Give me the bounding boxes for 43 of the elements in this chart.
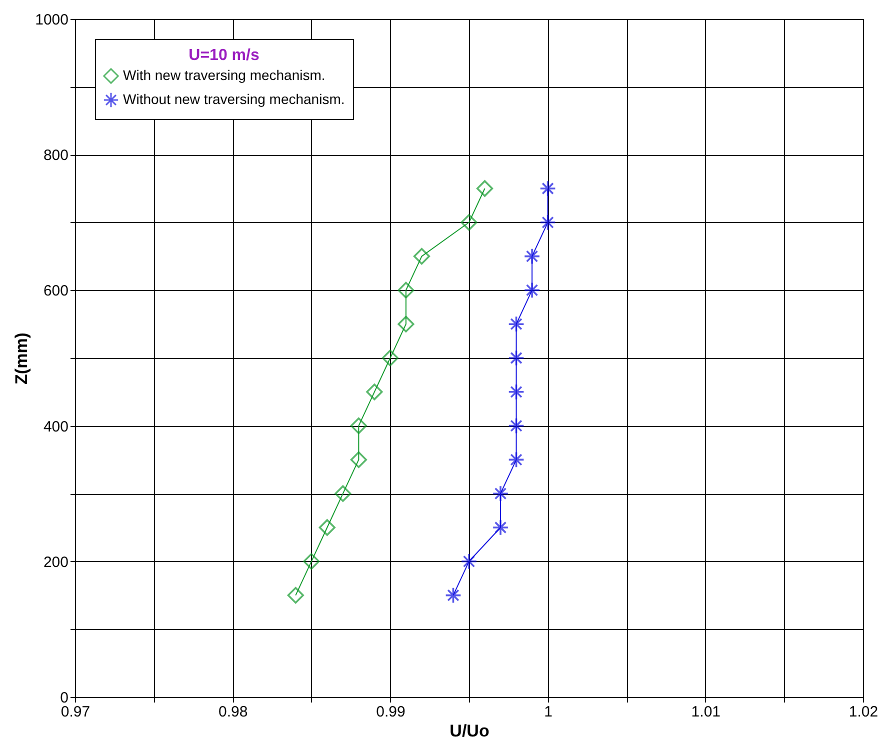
y-axis-title: Z(mm)	[12, 332, 32, 384]
x-axis-title: U/Uo	[450, 722, 490, 740]
point	[350, 451, 367, 468]
point	[413, 248, 430, 265]
point	[539, 180, 556, 197]
x-tick-label: 0.98	[218, 704, 248, 720]
y-tick-label: 0	[60, 690, 68, 706]
point	[524, 282, 540, 299]
point	[508, 350, 525, 366]
point	[398, 316, 414, 332]
point	[508, 316, 525, 332]
point	[334, 485, 352, 502]
point	[398, 282, 414, 299]
point	[460, 553, 478, 570]
point	[303, 553, 320, 570]
point	[492, 485, 509, 502]
point	[508, 384, 525, 400]
point	[460, 214, 478, 231]
point	[366, 384, 383, 400]
x-tick-label: 0.99	[376, 704, 406, 720]
point	[476, 180, 494, 197]
point	[350, 417, 367, 434]
x-tick-label: 1.01	[691, 704, 720, 720]
x-tick-label: 1.02	[848, 704, 878, 720]
point	[444, 586, 462, 604]
point	[508, 417, 525, 434]
legend-label: With new traversing mechanism.	[123, 67, 326, 83]
point	[524, 248, 540, 265]
legend-title: U=10 m/s	[188, 47, 260, 64]
point	[492, 519, 509, 536]
x-tick-label: 0.97	[60, 704, 90, 720]
point	[287, 586, 304, 604]
point	[318, 519, 336, 536]
point	[508, 451, 525, 468]
y-tick-label: 400	[43, 418, 68, 436]
y-tick-label: 1000	[35, 12, 68, 28]
point	[382, 350, 399, 366]
y-tick-label: 600	[43, 282, 68, 300]
x-tick-label: 1	[544, 704, 552, 720]
y-tick-label: 200	[43, 554, 68, 571]
point	[539, 214, 556, 231]
legend-label: Without new traversing mechanism.	[123, 91, 345, 107]
y-tick-label: 800	[43, 147, 68, 164]
